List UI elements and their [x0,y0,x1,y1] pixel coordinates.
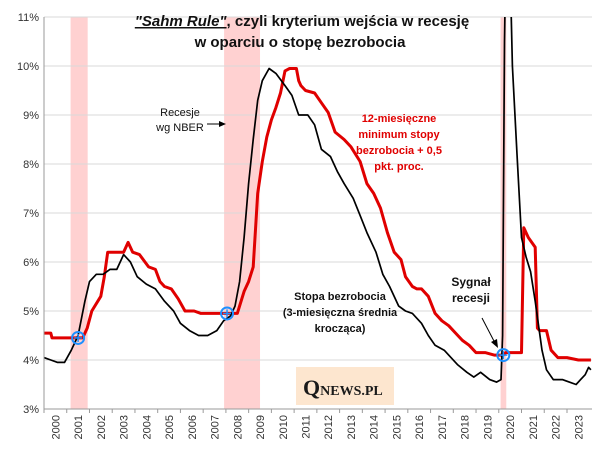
y-tick-label: 11% [18,12,39,24]
unemployment-rate-line [44,17,592,386]
x-tick-label: 2011 [300,415,312,439]
x-tick-label: 2010 [278,415,290,439]
x-tick-label: 2015 [391,415,403,439]
y-tick-label: 5% [23,306,39,318]
chart-title-prefix: "Sahm Rule" [135,13,228,30]
signal-arrowhead [491,339,498,348]
red-series-label-line4: pkt. proc. [374,161,424,173]
x-tick-label: 2001 [73,415,85,439]
red-series-label-line3: bezrobocia + 0,5 [356,145,442,157]
grid-lines [44,16,592,361]
x-tick-label: 2008 [232,415,244,439]
x-tick-label: 2005 [164,415,176,439]
logo-rest: NEWS.PL [320,384,383,399]
x-tick-label: 2023 [573,415,585,439]
y-tick-label: 7% [23,208,39,220]
y-tick-label: 3% [23,404,39,416]
recessions-label-line2: wg NBER [155,122,204,134]
signal-arrow [481,317,496,344]
signal-marker-1 [71,330,86,345]
red-series-label-line2: minimum stopy [358,129,440,141]
logo: QNEWS.PL [303,375,383,400]
x-tick-label: 2004 [141,415,153,439]
x-tick-label: 2000 [50,415,62,439]
logo-q: Q [303,375,320,400]
x-tick-label: 2006 [187,415,199,439]
signal-marker-3 [496,348,511,363]
x-tick-labels: 2000 2001 2002 2003 2004 2005 2006 2007 2008 2009… [43,409,585,439]
signal-marker-2 [220,306,235,321]
chart-title-line2: w oparciu o stopę bezrobocia [194,34,407,51]
x-tick-label: 2018 [460,415,472,439]
signal-label-line1: Sygnał [451,275,491,289]
y-tick-label: 10% [17,61,39,73]
recessions-label-line1: Recesje [160,107,200,119]
x-tick-label: 2009 [255,415,267,439]
signal-markers [71,306,511,363]
chart-title-rest: , czyli kryterium wejścia w recesję [227,13,470,30]
signal-label-line2: recesji [452,291,490,305]
recessions-arrowhead [219,121,226,127]
x-tick-label: 2003 [119,415,131,439]
x-tick-label: 2019 [482,415,494,439]
x-tick-label: 2002 [96,415,108,439]
x-tick-label: 2021 [528,415,540,439]
y-tick-label: 9% [23,110,39,122]
black-series-label-line2: (3-miesięczna średnia [283,307,398,319]
x-tick-label: 2016 [414,415,426,439]
chart-title-line1: "Sahm Rule", czyli kryterium wejścia w r… [135,13,469,30]
black-series-label-line3: krocząca) [315,323,366,335]
x-tick-label: 2007 [210,415,222,439]
red-series-label-line1: 12-miesięczne [362,113,437,125]
x-tick-label: 2022 [551,415,563,439]
y-tick-labels: 3% 4% 5% 6% 7% 8% 9% 10% 11% [17,12,39,416]
x-tick-label: 2013 [346,415,358,439]
y-tick-label: 4% [23,355,39,367]
x-tick-label: 2012 [323,415,335,439]
logo-background [296,367,394,405]
black-series-label-line1: Stopa bezrobocia [294,291,387,303]
y-tick-label: 8% [23,159,39,171]
x-tick-label: 2017 [437,415,449,439]
y-tick-label: 6% [23,257,39,269]
x-tick-label: 2014 [369,415,381,439]
x-tick-label: 2020 [505,415,517,439]
